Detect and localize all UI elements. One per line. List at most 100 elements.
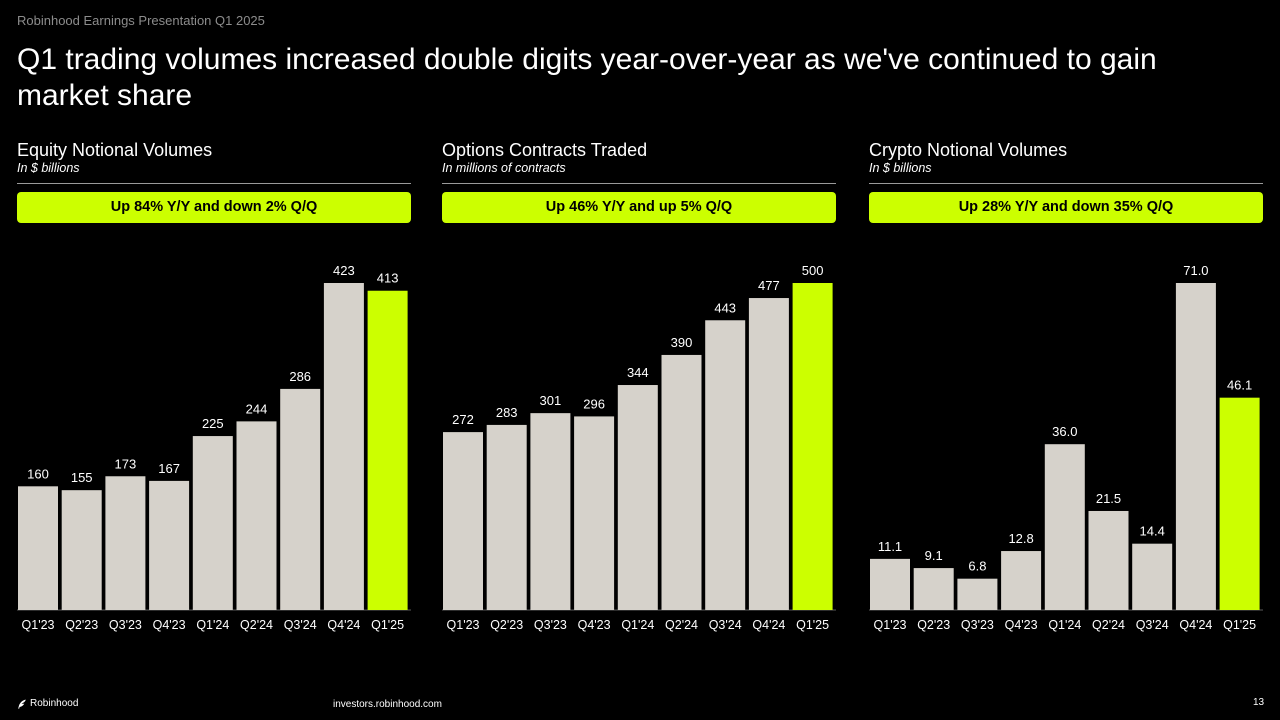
x-tick-label: Q1'24 bbox=[196, 618, 229, 632]
bar bbox=[61, 490, 102, 610]
data-label: 286 bbox=[289, 369, 311, 384]
bar bbox=[1088, 510, 1129, 610]
x-tick-label: Q1'24 bbox=[1048, 618, 1081, 632]
x-tick-label: Q4'24 bbox=[327, 618, 360, 632]
options-bar-chart: 272 Q1'23 283 Q2'23 301 Q3'23 296 Q4'23 344 Q1'24… bbox=[442, 263, 836, 632]
bar bbox=[530, 413, 571, 610]
bar bbox=[323, 283, 364, 610]
bar bbox=[1044, 444, 1085, 610]
data-label: 11.1 bbox=[878, 539, 902, 554]
panel-title: Equity Notional Volumes bbox=[17, 140, 213, 160]
footer-url[interactable]: investors.robinhood.com bbox=[333, 699, 442, 710]
bar bbox=[486, 424, 527, 610]
data-label: 423 bbox=[333, 263, 355, 278]
data-label: 21.5 bbox=[1096, 491, 1121, 506]
panel-divider bbox=[869, 183, 1263, 184]
panel-subtitle: In $ billions bbox=[869, 161, 932, 175]
x-tick-label: Q3'24 bbox=[1136, 618, 1169, 632]
data-label: 283 bbox=[496, 405, 518, 420]
x-tick-label: Q2'23 bbox=[490, 618, 523, 632]
data-label: 296 bbox=[583, 396, 605, 411]
x-tick-label: Q4'23 bbox=[578, 618, 611, 632]
data-label: 272 bbox=[452, 412, 474, 427]
x-tick-label: Q1'25 bbox=[371, 618, 404, 632]
bar bbox=[617, 385, 658, 610]
x-tick-label: Q4'23 bbox=[1005, 618, 1038, 632]
bar bbox=[1219, 397, 1260, 610]
bar bbox=[574, 416, 615, 610]
data-label: 12.8 bbox=[1008, 531, 1033, 546]
x-tick-label: Q2'23 bbox=[917, 618, 950, 632]
bar bbox=[280, 388, 321, 610]
bar bbox=[443, 432, 483, 610]
data-label: 500 bbox=[802, 263, 824, 278]
slide-title: Q1 trading volumes increased double digi… bbox=[17, 43, 1157, 112]
x-tick-label: Q3'23 bbox=[961, 618, 994, 632]
bar bbox=[192, 436, 233, 610]
data-label: 443 bbox=[714, 300, 736, 315]
bar bbox=[792, 283, 833, 610]
data-label: 344 bbox=[627, 365, 649, 380]
data-label: 14.4 bbox=[1140, 524, 1165, 539]
bar bbox=[870, 558, 910, 610]
x-tick-label: Q3'24 bbox=[709, 618, 742, 632]
panel-title: Crypto Notional Volumes bbox=[869, 140, 1068, 160]
bar bbox=[236, 421, 277, 610]
bar bbox=[367, 290, 408, 610]
data-label: 6.8 bbox=[968, 559, 986, 574]
data-label: 173 bbox=[115, 456, 137, 471]
data-label: 477 bbox=[758, 278, 780, 293]
x-tick-label: Q4'24 bbox=[1179, 618, 1212, 632]
x-tick-label: Q1'25 bbox=[796, 618, 829, 632]
x-tick-label: Q2'24 bbox=[665, 618, 698, 632]
bar bbox=[105, 476, 146, 610]
panel-equity: Equity Notional Volumes In $ billions Up… bbox=[17, 140, 411, 640]
x-tick-label: Q3'23 bbox=[109, 618, 142, 632]
feather-icon bbox=[18, 699, 26, 709]
robinhood-logo: Robinhood bbox=[17, 698, 78, 709]
logo-text: Robinhood bbox=[30, 698, 79, 709]
bar bbox=[1175, 283, 1216, 610]
x-tick-label: Q2'24 bbox=[1092, 618, 1125, 632]
x-tick-label: Q3'23 bbox=[534, 618, 567, 632]
panel-subtitle: In millions of contracts bbox=[442, 161, 566, 175]
data-label: 9.1 bbox=[925, 548, 943, 563]
x-tick-label: Q1'25 bbox=[1223, 618, 1256, 632]
growth-badge: Up 84% Y/Y and down 2% Q/Q bbox=[17, 192, 411, 223]
data-label: 390 bbox=[671, 335, 693, 350]
data-label: 36.0 bbox=[1052, 424, 1077, 439]
panel-divider bbox=[442, 183, 836, 184]
data-label: 155 bbox=[71, 470, 93, 485]
bar bbox=[957, 578, 998, 610]
data-label: 244 bbox=[246, 401, 268, 416]
x-tick-label: Q1'24 bbox=[621, 618, 654, 632]
bar bbox=[1001, 551, 1042, 610]
equity-bar-chart: 160 Q1'23 155 Q2'23 173 Q3'23 167 Q4'23 225 Q1'24… bbox=[17, 263, 411, 632]
data-label: 413 bbox=[377, 271, 399, 286]
bar bbox=[18, 486, 58, 610]
data-label: 160 bbox=[27, 466, 49, 481]
data-label: 225 bbox=[202, 416, 224, 431]
bar bbox=[1132, 543, 1173, 610]
x-tick-label: Q4'23 bbox=[153, 618, 186, 632]
growth-badge: Up 46% Y/Y and up 5% Q/Q bbox=[442, 192, 836, 223]
bar bbox=[705, 320, 746, 610]
panel-crypto: Crypto Notional Volumes In $ billions Up… bbox=[869, 140, 1263, 640]
crypto-bar-chart: 11.1 Q1'23 9.1 Q2'23 6.8 Q3'23 12.8 Q4'23 36.0 Q1… bbox=[869, 263, 1263, 632]
panel-divider bbox=[17, 183, 411, 184]
bar bbox=[748, 298, 789, 610]
data-label: 167 bbox=[158, 461, 180, 476]
bar bbox=[661, 354, 702, 610]
presentation-header: Robinhood Earnings Presentation Q1 2025 bbox=[17, 13, 265, 28]
x-tick-label: Q3'24 bbox=[284, 618, 317, 632]
growth-badge: Up 28% Y/Y and down 35% Q/Q bbox=[869, 192, 1263, 223]
panel-title: Options Contracts Traded bbox=[442, 140, 648, 160]
x-tick-label: Q1'23 bbox=[874, 618, 907, 632]
x-tick-label: Q2'23 bbox=[65, 618, 98, 632]
panel-subtitle: In $ billions bbox=[17, 161, 80, 175]
data-label: 71.0 bbox=[1183, 263, 1208, 278]
x-tick-label: Q1'23 bbox=[22, 618, 55, 632]
data-label: 46.1 bbox=[1227, 378, 1252, 393]
x-tick-label: Q1'23 bbox=[447, 618, 480, 632]
x-tick-label: Q4'24 bbox=[752, 618, 785, 632]
